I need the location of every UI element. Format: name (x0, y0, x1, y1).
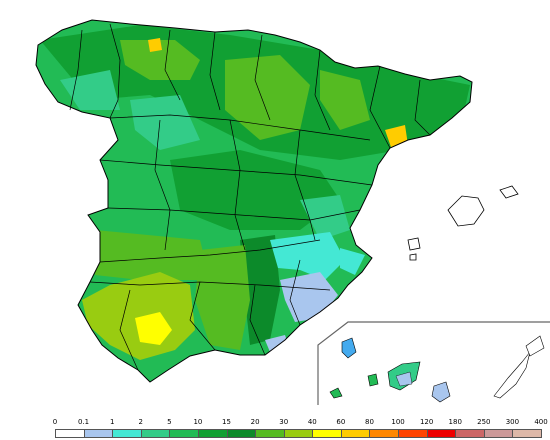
legend-tick-label: 15 (222, 418, 231, 426)
legend-color-box (455, 429, 485, 438)
legend-color-box (426, 429, 457, 438)
balearic-islands (407, 185, 519, 261)
legend-color-box (369, 429, 400, 438)
legend-color-box (55, 429, 85, 438)
legend-tick-label: 60 (336, 418, 346, 426)
legend-tick-label: 80 (365, 418, 374, 426)
legend-tick-label: 120 (419, 418, 434, 426)
legend-tick-label: 100 (391, 418, 405, 426)
legend-tick-label: 5 (167, 418, 172, 426)
legend-color-box (226, 429, 257, 438)
legend-color-box (169, 429, 199, 438)
legend-tick-label: 1 (109, 418, 115, 426)
legend-color-box (83, 429, 114, 438)
legend-tick-label: 180 (448, 418, 462, 426)
legend-color-box (255, 429, 285, 438)
province-borders (35, 19, 473, 383)
legend-color-box (398, 429, 428, 438)
legend-tick-label: 250 (477, 418, 491, 426)
legend-tick-label: 2 (138, 418, 143, 426)
legend-color-box (283, 429, 314, 438)
legend-color-box (197, 429, 228, 438)
legend-tick-label: 10 (193, 418, 203, 426)
canary-islands-inset (317, 321, 550, 405)
legend-tick-label: 300 (505, 418, 520, 426)
legend-tick-label: 20 (250, 418, 260, 426)
legend-tick-label: 0.1 (78, 418, 90, 426)
legend-color-box (140, 429, 171, 438)
legend-tick-label: 30 (279, 418, 289, 426)
legend-color-box (340, 429, 371, 438)
legend-color-box (312, 429, 342, 438)
legend-tick-label: 40 (307, 418, 317, 426)
legend-color-box (512, 429, 542, 438)
legend-tick-label: 400 (534, 418, 548, 426)
precipitation-map (35, 19, 550, 405)
precipitation-legend: 0 0.1 1 2 5 10 15 20 30 40 60 80 100 120 180 250 300 400 (52, 418, 548, 440)
legend-color-box (483, 429, 514, 438)
legend-tick-label: 0 (52, 418, 58, 426)
legend-color-box (112, 429, 142, 438)
